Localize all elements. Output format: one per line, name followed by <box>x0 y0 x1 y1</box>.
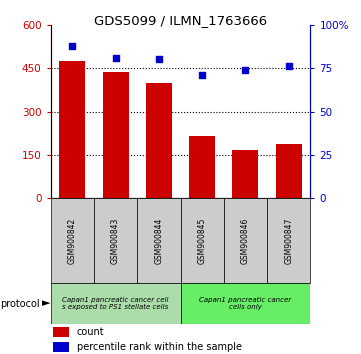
Text: GSM900847: GSM900847 <box>284 217 293 264</box>
Bar <box>59 61 85 198</box>
Text: count: count <box>77 327 104 337</box>
Text: Capan1 pancreatic cancer
cells only: Capan1 pancreatic cancer cells only <box>199 297 292 310</box>
Bar <box>180 198 224 283</box>
Text: percentile rank within the sample: percentile rank within the sample <box>77 342 242 352</box>
Point <box>286 64 292 69</box>
Text: GSM900844: GSM900844 <box>155 217 163 264</box>
Text: GSM900843: GSM900843 <box>111 217 120 264</box>
Point <box>243 67 248 73</box>
Text: protocol: protocol <box>0 298 40 309</box>
Bar <box>224 198 267 283</box>
Bar <box>232 150 258 198</box>
Bar <box>276 144 302 198</box>
Text: GSM900842: GSM900842 <box>68 218 77 264</box>
Bar <box>180 283 310 324</box>
Bar <box>103 73 129 198</box>
Bar <box>146 82 172 198</box>
Bar <box>94 198 137 283</box>
Text: GSM900845: GSM900845 <box>198 217 206 264</box>
Bar <box>51 283 180 324</box>
Bar <box>267 198 310 283</box>
Text: GSM900846: GSM900846 <box>241 217 250 264</box>
Point <box>113 55 118 61</box>
Point <box>69 43 75 48</box>
Bar <box>53 327 69 337</box>
Point <box>199 72 205 78</box>
Bar <box>51 198 94 283</box>
Bar <box>189 136 215 198</box>
Text: ►: ► <box>42 298 50 309</box>
Bar <box>53 342 69 353</box>
Bar <box>137 198 180 283</box>
Text: GDS5099 / ILMN_1763666: GDS5099 / ILMN_1763666 <box>94 14 267 27</box>
Point <box>156 57 162 62</box>
Text: Capan1 pancreatic cancer cell
s exposed to PS1 stellate cells: Capan1 pancreatic cancer cell s exposed … <box>62 297 169 310</box>
